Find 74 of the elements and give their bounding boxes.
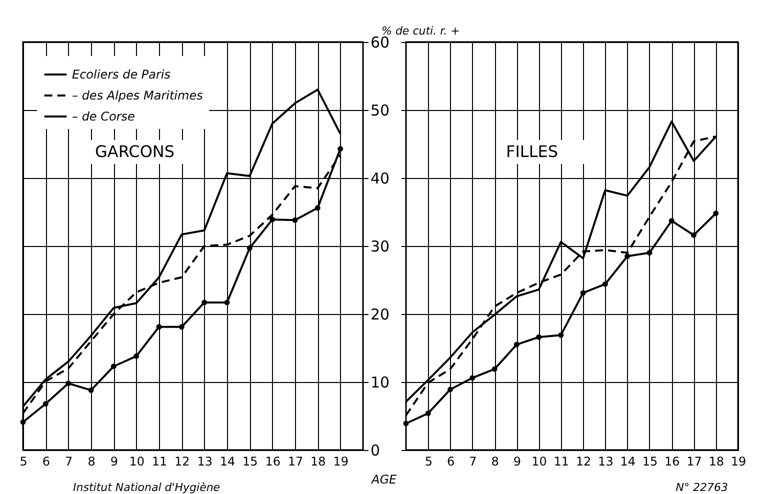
x-tick-label: 7: [65, 454, 73, 468]
y-tick-label: 40: [370, 170, 390, 188]
legend-label: – de Corse: [72, 110, 135, 124]
x-tick-label: 6: [446, 454, 455, 468]
point: [668, 218, 674, 224]
x-tick-label: 15: [642, 454, 658, 468]
x-tick-label: 5: [20, 454, 28, 468]
x-tick-label: 17: [686, 454, 702, 468]
x-tick-label: 14: [620, 454, 636, 468]
point: [514, 342, 520, 348]
y-tick-label: 50: [370, 102, 390, 120]
x-tick-label: 18: [310, 454, 326, 468]
point: [425, 410, 431, 416]
point: [224, 300, 230, 306]
x-tick-label: 19: [333, 454, 348, 468]
point: [448, 386, 454, 392]
legend-label: Ecoliers de Paris: [72, 68, 170, 82]
x-tick-label: 15: [242, 454, 258, 468]
x-tick-label: 10: [129, 454, 144, 468]
point: [134, 353, 140, 359]
y-tick-label: 10: [370, 374, 390, 392]
point: [202, 300, 208, 306]
x-tick-label: 9: [110, 454, 118, 468]
x-tick-label: 13: [197, 454, 212, 468]
point: [178, 324, 184, 330]
x-tick-label: 8: [491, 454, 499, 468]
text: GARCONS: [95, 142, 175, 161]
point: [270, 216, 276, 222]
point: [646, 250, 652, 256]
x-tick-label: 18: [708, 454, 724, 468]
point: [624, 253, 630, 259]
text: Institut National d'Hygiène: [73, 481, 220, 494]
x-tick-label: 17: [288, 454, 304, 468]
point: [292, 217, 298, 223]
y-tick-label: 0: [370, 442, 380, 460]
x-tick-label: 7: [469, 454, 477, 468]
x-tick-label: 14: [220, 454, 236, 468]
point: [558, 332, 564, 338]
point: [492, 366, 498, 372]
x-tick-label: 8: [88, 454, 96, 468]
point: [88, 387, 94, 393]
point: [690, 232, 696, 238]
x-axis-title: AGE: [370, 472, 398, 486]
x-tick-label: 5: [424, 454, 432, 468]
x-tick-label: 16: [265, 454, 280, 468]
y-tick-label: 20: [370, 306, 390, 324]
point: [42, 401, 48, 406]
x-tick-label: 9: [513, 454, 521, 468]
point: [580, 290, 586, 296]
point: [403, 420, 409, 426]
x-tick-label: 11: [152, 454, 168, 468]
text: FILLES: [506, 142, 558, 161]
text: N° 22763: [676, 481, 728, 494]
x-tick-label: 13: [598, 454, 614, 468]
x-tick-label: 10: [532, 454, 547, 468]
x-tick-label: 12: [576, 454, 592, 468]
point: [314, 205, 320, 211]
legend-label: – des Alpes Maritimes: [72, 88, 203, 102]
x-tick-label: 16: [664, 454, 680, 468]
x-tick-label: 19: [730, 454, 746, 468]
point: [713, 210, 719, 216]
x-tick-label: 6: [42, 454, 50, 468]
point: [602, 281, 608, 287]
point: [338, 146, 344, 152]
y-tick-label: 30: [370, 238, 390, 256]
point: [156, 324, 162, 330]
point: [246, 245, 252, 251]
x-tick-label: 12: [174, 454, 190, 468]
point: [20, 419, 26, 425]
point: [536, 334, 542, 340]
point: [110, 364, 116, 370]
point: [66, 380, 72, 386]
x-tick-label: 11: [554, 454, 570, 468]
point: [470, 375, 476, 381]
